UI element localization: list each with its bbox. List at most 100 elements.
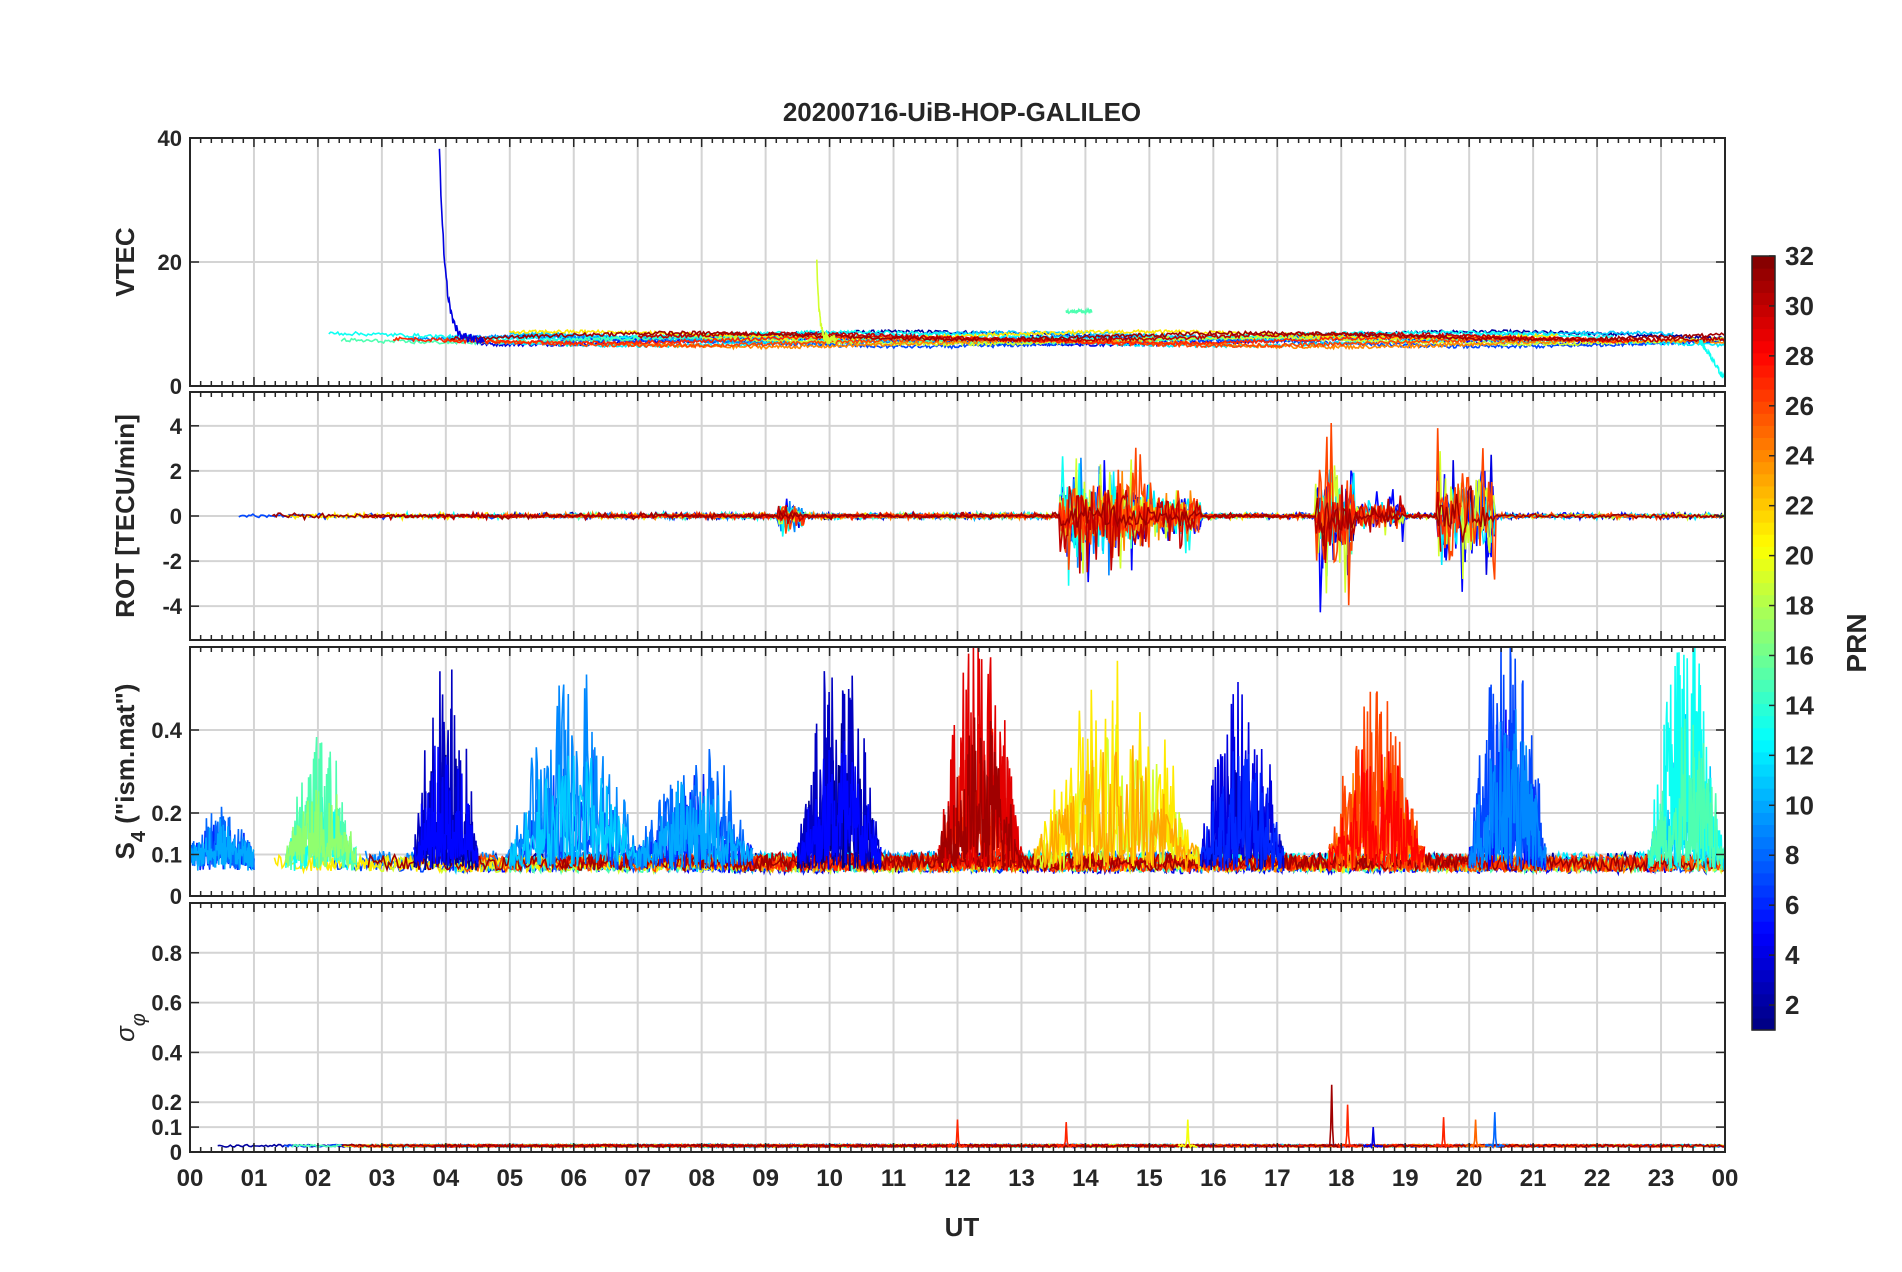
- burst-line-prn-15: [1647, 718, 1725, 871]
- colorbar-tick-label: 12: [1785, 740, 1814, 770]
- minor-ticks-vtec: [189, 137, 1726, 387]
- ytick-label-vtec: 0: [170, 374, 182, 399]
- colorbar-segment: [1752, 340, 1775, 354]
- y-axis-label-rot: ROT [TECU/min]: [110, 414, 140, 618]
- burst-line-prn-31: [937, 717, 1023, 871]
- colorbar-segment: [1752, 691, 1775, 705]
- colorbar-tick-label: 8: [1785, 840, 1799, 870]
- colorbar-segment: [1752, 389, 1775, 402]
- colorbar-segment: [1752, 558, 1775, 572]
- colorbar-segment: [1752, 703, 1775, 717]
- xtick-label: 15: [1136, 1165, 1163, 1192]
- colorbar-segment: [1752, 776, 1775, 789]
- xtick-label: 01: [241, 1165, 268, 1192]
- colorbar-segment: [1752, 824, 1775, 838]
- xtick-label: 00: [177, 1165, 204, 1192]
- colorbar-segment: [1752, 812, 1775, 825]
- colorbar-segment: [1752, 630, 1775, 644]
- panel-rot: -4 -2 0 2 4 ROT [TECU/min]: [110, 391, 1726, 641]
- colorbar-segment: [1752, 256, 1775, 269]
- burst-line-prn-9: [1468, 709, 1547, 870]
- colorbar-segment: [1752, 800, 1775, 813]
- colorbar-tick-label: 16: [1785, 640, 1814, 670]
- series-line-prn-27: [406, 1143, 1673, 1149]
- colorbar-segment: [1752, 268, 1775, 281]
- colorbar-segment: [1752, 679, 1775, 692]
- colorbar-segment: [1752, 376, 1775, 390]
- xtick-label: 11: [881, 1165, 906, 1192]
- y-axis-label-sigma_phi: σφ: [110, 1013, 150, 1042]
- ytick-label-rot: -2: [162, 549, 182, 574]
- colorbar-segment: [1752, 981, 1775, 995]
- series-vtec: [328, 148, 1725, 382]
- colorbar-segment: [1752, 993, 1775, 1007]
- colorbar-segment: [1752, 727, 1775, 741]
- panel-sigma_phi: 00.10.2 0.4 0.6 0.8 σφ: [110, 902, 1726, 1165]
- colorbar-segment: [1752, 473, 1775, 487]
- x-axis-label: UT: [945, 1212, 980, 1242]
- xtick-label: 09: [752, 1165, 779, 1192]
- grid-sigma_phi: [190, 903, 1725, 1152]
- colorbar-segment: [1752, 534, 1775, 547]
- ytick-label-s4: 0.1: [151, 843, 182, 868]
- colorbar-tick-label: 24: [1785, 441, 1814, 471]
- burst-line-prn-9: [509, 674, 639, 870]
- xtick-label: 05: [496, 1165, 523, 1192]
- colorbar-tick-label: 2: [1785, 990, 1799, 1020]
- ytick-label-sigma_phi: 0.4: [151, 1040, 182, 1065]
- ytick-label-sigma_phi: 0: [170, 1140, 182, 1165]
- spike-line-prn-27: [947, 1119, 968, 1149]
- colorbar-segment: [1752, 425, 1775, 438]
- ytick-label-s4: 0.4: [151, 718, 182, 743]
- series-line-prn-31: [271, 485, 1725, 547]
- xtick-label: 16: [1200, 1165, 1227, 1192]
- colorbar-segment: [1752, 413, 1775, 426]
- xtick-label: 23: [1648, 1165, 1675, 1192]
- colorbar-tick-label: 14: [1785, 690, 1814, 720]
- ytick-label-vtec: 40: [158, 126, 182, 151]
- event-line-prn-13: [1698, 339, 1725, 382]
- xtick-label: 00: [1712, 1165, 1739, 1192]
- colorbar-segment: [1752, 546, 1775, 559]
- series-line-prn-30: [637, 330, 1725, 344]
- burst-line-prn-8: [636, 748, 754, 871]
- colorbar-segment: [1752, 316, 1775, 330]
- colorbar-segment: [1752, 667, 1775, 680]
- colorbar-segment: [1752, 957, 1775, 971]
- colorbar-segment: [1752, 763, 1775, 777]
- burst-line-prn-21: [1033, 660, 1202, 871]
- chart-title: 20200716-UiB-HOP-GALILEO: [783, 97, 1141, 127]
- panel-vtec: 0 20 40 VTEC: [110, 126, 1726, 399]
- xtick-label: 04: [432, 1165, 459, 1192]
- colorbar-segment: [1752, 848, 1775, 862]
- colorbar-segment: [1752, 884, 1775, 898]
- series-rot: [238, 422, 1725, 613]
- burst-line-prn-3: [796, 671, 882, 869]
- colorbar-tick-label: 26: [1785, 391, 1814, 421]
- colorbar-tick-label: 10: [1785, 790, 1814, 820]
- burst-line-prn-11: [509, 755, 638, 871]
- xtick-label: 20: [1456, 1165, 1483, 1192]
- series-line-prn-31: [341, 1143, 1725, 1149]
- xtick-label: 08: [688, 1165, 715, 1192]
- colorbar-segment: [1752, 1005, 1775, 1019]
- colorbar-segment: [1752, 969, 1775, 983]
- burst-line-prn-17: [285, 789, 358, 868]
- colorbar-segment: [1752, 352, 1775, 366]
- event-line-prn-4: [438, 148, 485, 346]
- spike-line-prn-27: [1433, 1117, 1454, 1149]
- colorbar-segment: [1752, 364, 1775, 378]
- colorbar-segment: [1752, 933, 1775, 946]
- event-line-prn-19: [816, 259, 837, 345]
- burst-line-prn-4: [1199, 681, 1285, 871]
- spike-line-prn-8: [1484, 1112, 1505, 1149]
- colorbar-segment: [1752, 836, 1775, 850]
- colorbar-segment: [1752, 437, 1775, 451]
- colorbar-tick-label: 22: [1785, 491, 1814, 521]
- ytick-label-sigma_phi: 0.2: [151, 1090, 182, 1115]
- colorbar-segment: [1752, 570, 1775, 584]
- ytick-label-sigma_phi: 0.1: [151, 1115, 182, 1140]
- spike-line-prn-20: [1177, 1119, 1198, 1149]
